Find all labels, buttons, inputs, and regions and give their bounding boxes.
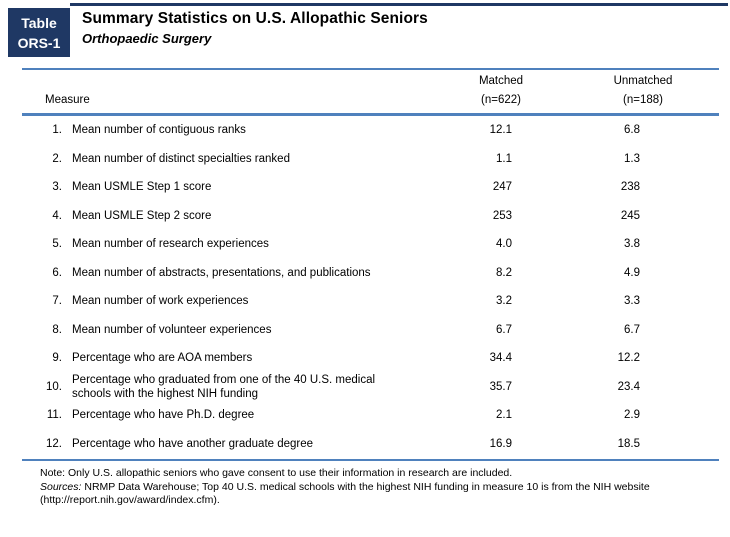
- row-number: 12.: [46, 437, 62, 450]
- row-measure: Mean USMLE Step 1 score: [72, 181, 212, 194]
- row-measure: Mean number of distinct specialties rank…: [72, 152, 290, 165]
- row-number: 7.: [52, 295, 62, 308]
- table-row: 1. Mean number of contiguous ranks 12.1 …: [22, 116, 719, 145]
- page-subtitle: Orthopaedic Surgery: [82, 31, 212, 46]
- table-row: 8. Mean number of volunteer experiences …: [22, 316, 719, 345]
- table-row: 5. Mean number of research experiences 4…: [22, 230, 719, 259]
- row-measure: Percentage who are AOA members: [72, 352, 253, 365]
- row-measure: Percentage who have Ph.D. degree: [72, 409, 255, 422]
- table-tag-id: ORS-1: [17, 35, 61, 51]
- row-unmatched-value: 245: [620, 209, 640, 222]
- sources-label: Sources:: [40, 480, 82, 493]
- summary-statistics-table: Measure Matched (n=622) Unmatched (n=188…: [22, 68, 719, 508]
- row-matched-value: 6.7: [496, 323, 512, 336]
- row-number: 11.: [46, 409, 62, 422]
- row-measure: Mean number of contiguous ranks: [72, 124, 246, 137]
- unmatched-label: Unmatched: [613, 75, 673, 87]
- masthead-titles: Summary Statistics on U.S. Allopathic Se…: [82, 10, 428, 46]
- row-matched-value: 34.4: [489, 352, 512, 365]
- table-row: 6. Mean number of abstracts, presentatio…: [22, 259, 719, 288]
- row-number: 6.: [52, 266, 62, 279]
- matched-n: (n=622): [481, 94, 521, 106]
- row-number: 9.: [52, 352, 62, 365]
- matched-column-header: Matched (n=622): [440, 70, 562, 113]
- row-unmatched-value: 238: [620, 181, 640, 194]
- measure-column-header: Measure: [45, 94, 90, 106]
- table-tag: Table ORS-1: [8, 8, 70, 57]
- row-number: 8.: [52, 323, 62, 336]
- table-row: 11. Percentage who have Ph.D. degree 2.1…: [22, 401, 719, 430]
- table-row: 9. Percentage who are AOA members 34.4 1…: [22, 344, 719, 373]
- row-unmatched-value: 1.3: [624, 152, 640, 165]
- row-number: 3.: [52, 181, 62, 194]
- row-matched-value: 2.1: [496, 409, 512, 422]
- row-matched-value: 12.1: [489, 124, 512, 137]
- row-measure: Mean number of abstracts, presentations,…: [72, 266, 371, 279]
- row-unmatched-value: 3.3: [624, 295, 640, 308]
- row-measure: Mean number of work experiences: [72, 295, 249, 308]
- row-matched-value: 4.0: [496, 238, 512, 251]
- table-row: 4. Mean USMLE Step 2 score 253 245: [22, 202, 719, 231]
- row-unmatched-value: 12.2: [617, 352, 640, 365]
- table-header-row: Measure Matched (n=622) Unmatched (n=188…: [22, 68, 719, 116]
- row-number: 4.: [52, 209, 62, 222]
- row-number: 2.: [52, 152, 62, 165]
- row-unmatched-value: 4.9: [624, 266, 640, 279]
- unmatched-column-header: Unmatched (n=188): [582, 70, 704, 113]
- notes-text-block: Note: Only U.S. allopathic seniors who g…: [40, 467, 672, 508]
- unmatched-n: (n=188): [623, 94, 663, 106]
- row-unmatched-value: 23.4: [617, 380, 640, 393]
- row-matched-value: 3.2: [496, 295, 512, 308]
- row-matched-value: 1.1: [496, 152, 512, 165]
- table-row: 12. Percentage who have another graduate…: [22, 430, 719, 459]
- table-notes: Note: Only U.S. allopathic seniors who g…: [22, 459, 719, 508]
- row-measure: Percentage who graduated from one of the…: [72, 373, 376, 400]
- row-matched-value: 247: [492, 181, 512, 194]
- table-body: 1. Mean number of contiguous ranks 12.1 …: [22, 116, 719, 458]
- table-row: 7. Mean number of work experiences 3.2 3…: [22, 287, 719, 316]
- row-matched-value: 16.9: [489, 437, 512, 450]
- matched-label: Matched: [478, 75, 524, 87]
- row-unmatched-value: 6.7: [624, 323, 640, 336]
- row-matched-value: 35.7: [489, 380, 512, 393]
- row-unmatched-value: 3.8: [624, 238, 640, 251]
- row-measure: Mean number of research experiences: [72, 238, 269, 251]
- table-row: 10. Percentage who graduated from one of…: [22, 373, 719, 402]
- row-unmatched-value: 2.9: [624, 409, 640, 422]
- note-line: Note: Only U.S. allopathic seniors who g…: [40, 467, 513, 479]
- row-number: 10.: [46, 380, 62, 393]
- table-row: 2. Mean number of distinct specialties r…: [22, 145, 719, 174]
- page-title: Summary Statistics on U.S. Allopathic Se…: [82, 10, 428, 27]
- row-matched-value: 253: [492, 209, 512, 222]
- masthead-rule: [70, 3, 728, 6]
- row-measure: Mean number of volunteer experiences: [72, 323, 272, 336]
- row-number: 5.: [52, 238, 62, 251]
- row-measure: Percentage who have another graduate deg…: [72, 437, 314, 450]
- row-matched-value: 8.2: [496, 266, 512, 279]
- table-row: 3. Mean USMLE Step 1 score 247 238: [22, 173, 719, 202]
- table-tag-word: Table: [21, 15, 57, 31]
- sources-text: NRMP Data Warehouse; Top 40 U.S. medical…: [40, 480, 650, 507]
- row-unmatched-value: 18.5: [617, 437, 640, 450]
- row-unmatched-value: 6.8: [624, 124, 640, 137]
- row-number: 1.: [52, 124, 62, 137]
- row-measure: Mean USMLE Step 2 score: [72, 209, 212, 222]
